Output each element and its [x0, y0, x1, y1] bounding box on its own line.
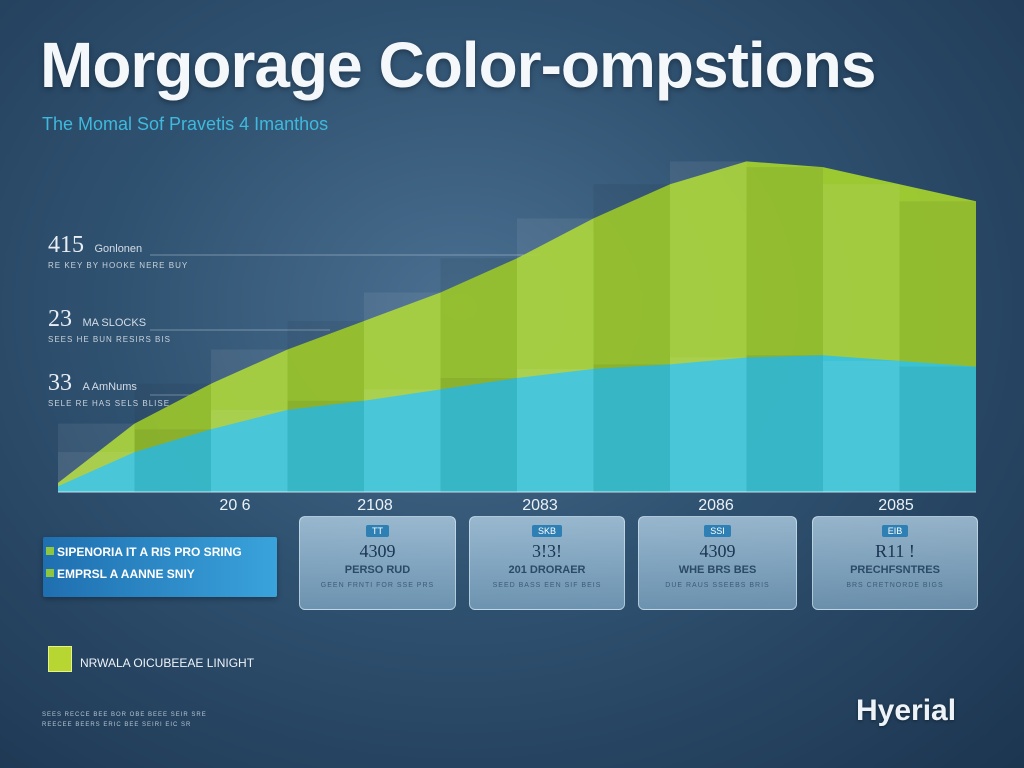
area-series-1-facet-6	[440, 378, 517, 492]
annotation-1: 415 Gonlonen RE KEY BY HOOKE NERE BUY	[48, 232, 348, 270]
annotation-3: 33 A AmNums SELE RE HAS SELS BLISE	[48, 370, 348, 408]
year-label-1: 20 6	[219, 497, 251, 514]
annotation-2-label: MA SLOCKS	[82, 317, 147, 329]
area-series-1-facet-10	[746, 355, 823, 492]
key-color-square	[48, 646, 72, 672]
year-label-2: 2108	[357, 497, 393, 514]
area-series-1-facet-8	[593, 364, 670, 492]
annotation-2-caption: SEES HE BUN RESIRS BIS	[48, 335, 171, 344]
stat-card-3-caption: DUE RAUS SSEEBS BRIS	[665, 582, 770, 589]
footnote-1: SEES RECCE BEE BOR OBE BEEE SEIR SRE	[42, 712, 207, 718]
stat-card-3: SSI 4309 WHE BRS BES DUE RAUS SSEEBS BRI…	[638, 516, 797, 610]
key-label: NRWALA OICUBEEAE LINIGHT	[80, 656, 255, 670]
legend-line-2: EMPRSL A AANNE SNIY	[57, 567, 195, 581]
stat-card-3-badge: SSI	[704, 525, 731, 537]
area-series-1-facet-11	[823, 360, 900, 492]
annotation-3-caption: SELE RE HAS SELS BLISE	[48, 399, 171, 408]
stat-card-1-badge: TT	[366, 525, 389, 537]
area-series-1-facet-5	[364, 389, 441, 492]
stat-card-2-caption: SEED BASS EEN SIF BEIS	[492, 582, 602, 589]
area-series-1-facet-3	[211, 409, 288, 492]
area-series-1-facet-12	[899, 366, 976, 492]
year-label-3: 2083	[522, 497, 558, 514]
annotation-3-label: A AmNums	[82, 381, 137, 393]
legend-color-2	[46, 569, 54, 577]
legend-line-1: SIPENORIA IT A RIS PRO SRING	[57, 545, 242, 559]
area-series-1-facet-7	[517, 368, 594, 492]
year-label-4: 2086	[698, 497, 734, 514]
footnote-2: REECEE BEERS ERIC BEE SEIRI EIC SR	[42, 722, 192, 728]
legend-box: SIPENORIA IT A RIS PRO SRING EMPRSL A AA…	[43, 537, 277, 597]
area-series-1-facet-4	[287, 400, 364, 492]
area-series-1-facet-2	[134, 429, 211, 492]
stat-card-1-label: PERSO RUD	[344, 564, 411, 576]
chart-title: Morgorage Color-ompstions	[40, 29, 876, 101]
brand-logo: Hyerial	[856, 694, 957, 727]
area-series-1	[58, 355, 976, 492]
stat-card-2-value: 3!3!	[532, 541, 562, 561]
stat-card-2-badge: SKB	[531, 525, 562, 537]
annotation-1-label: Gonlonen	[94, 243, 143, 255]
annotation-1-value: 415	[48, 232, 84, 258]
annotation-3-value: 33	[48, 370, 72, 396]
stat-card-1-value: 4309	[359, 541, 396, 561]
annotation-2-value: 23	[48, 306, 72, 332]
area-series-1-facet-9	[670, 357, 747, 492]
year-label-5: 2085	[878, 497, 914, 514]
stat-card-1-caption: GEEN FRNTI FOR SSE PRS	[320, 582, 435, 589]
stat-card-1: TT 4309 PERSO RUD GEEN FRNTI FOR SSE PRS	[299, 516, 456, 610]
stat-card-3-label: WHE BRS BES	[678, 564, 757, 576]
stat-card-4-caption: BRS CRETNORDE BIGS	[846, 582, 944, 589]
stat-card-4: EIB R11 ! PRECHFSNTRES BRS CRETNORDE BIG…	[812, 516, 978, 610]
area-series-1-facet-1	[58, 452, 135, 492]
chart-subtitle: The Momal Sof Pravetis 4 Imanthos	[42, 114, 329, 134]
legend-color-1	[46, 547, 54, 555]
stat-card-2: SKB 3!3! 201 DRORAER SEED BASS EEN SIF B…	[469, 516, 625, 610]
annotation-2: 23 MA SLOCKS SEES HE BUN RESIRS BIS	[48, 306, 348, 344]
annotation-1-caption: RE KEY BY HOOKE NERE BUY	[48, 261, 189, 270]
stat-card-4-value: R11 !	[875, 541, 915, 561]
stat-card-4-label: PRECHFSNTRES	[850, 564, 940, 576]
stat-card-4-badge: EIB	[881, 525, 909, 537]
stat-card-3-value: 4309	[699, 541, 736, 561]
stat-card-2-label: 201 DRORAER	[508, 564, 586, 576]
